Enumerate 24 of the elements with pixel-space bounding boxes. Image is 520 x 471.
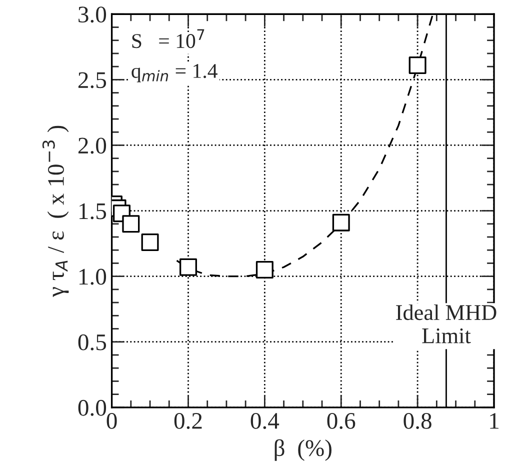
point xyxy=(256,261,274,279)
x-tick-label: 0.2 xyxy=(174,412,202,429)
y-axis-title: γ τ$_{A}$ / ε ( x 10$^{−3}$ ) xyxy=(42,126,69,297)
x-tick-label: 1 xyxy=(490,413,498,429)
y-tick-label: 0.5 xyxy=(78,334,106,350)
point xyxy=(179,258,197,276)
x-tick-label: 0.4 xyxy=(250,412,280,429)
ref-line-label: Ideal MHD Limit xyxy=(396,304,496,344)
annotation: S = 10$^{7}$ xyxy=(132,29,204,48)
point xyxy=(141,233,159,251)
point xyxy=(122,215,140,233)
x-tick-label: 0 xyxy=(106,412,117,429)
y-tick-label: 2.0 xyxy=(78,138,106,154)
x-tick-label: 0.8 xyxy=(404,412,432,429)
point xyxy=(332,214,350,232)
y-tick-label: 3.0 xyxy=(78,6,106,23)
point xyxy=(408,56,426,74)
y-tick-label: 1.0 xyxy=(80,268,106,285)
x-axis-title: β (%) xyxy=(274,439,332,461)
y-tick-label: 2.5 xyxy=(78,72,106,88)
y-tick-label: 1.5 xyxy=(80,203,106,220)
x-tick-label: 0.6 xyxy=(327,412,356,429)
annotation: q$_{min}$ = 1.4 xyxy=(132,64,218,82)
y-tick-label: 0.0 xyxy=(78,400,106,416)
